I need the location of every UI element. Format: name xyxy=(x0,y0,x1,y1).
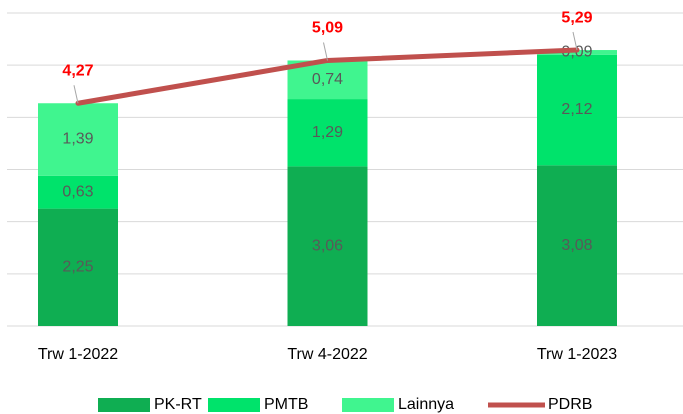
legend-label: PK-RT xyxy=(154,396,202,413)
bar-segment xyxy=(537,54,617,166)
leader-line xyxy=(572,31,578,51)
data-label: 3,08 xyxy=(561,237,592,254)
bar-segment xyxy=(287,99,368,167)
leader-line xyxy=(323,42,328,61)
x-tick-label: Trw 1-2022 xyxy=(38,346,118,363)
data-label: 1,29 xyxy=(312,124,343,141)
legend-label: PDRB xyxy=(548,396,592,413)
x-tick-label: Trw 1-2023 xyxy=(537,346,617,363)
data-label: 2,12 xyxy=(561,101,592,118)
data-label: 0,63 xyxy=(62,183,93,200)
legend-swatch xyxy=(208,398,260,412)
legend-label: Lainnya xyxy=(398,396,454,413)
data-label: 0,74 xyxy=(312,71,343,88)
data-label: 5,09 xyxy=(312,20,343,37)
bar-segment xyxy=(287,166,368,326)
data-label: 1,39 xyxy=(62,131,93,148)
legend-label: PMTB xyxy=(264,396,308,413)
data-label: 3,06 xyxy=(312,237,343,254)
leader-line xyxy=(73,85,79,104)
data-label: 2,25 xyxy=(62,259,93,276)
data-label: 5,29 xyxy=(561,9,592,26)
legend-swatch xyxy=(98,398,150,412)
x-tick-label: Trw 4-2022 xyxy=(287,346,367,363)
bar-segment xyxy=(537,165,617,326)
legend-swatch xyxy=(342,398,394,412)
bar-segment xyxy=(38,208,118,326)
bar-segment xyxy=(38,175,118,209)
data-label: 4,27 xyxy=(62,62,93,79)
bar-segment xyxy=(38,103,118,176)
